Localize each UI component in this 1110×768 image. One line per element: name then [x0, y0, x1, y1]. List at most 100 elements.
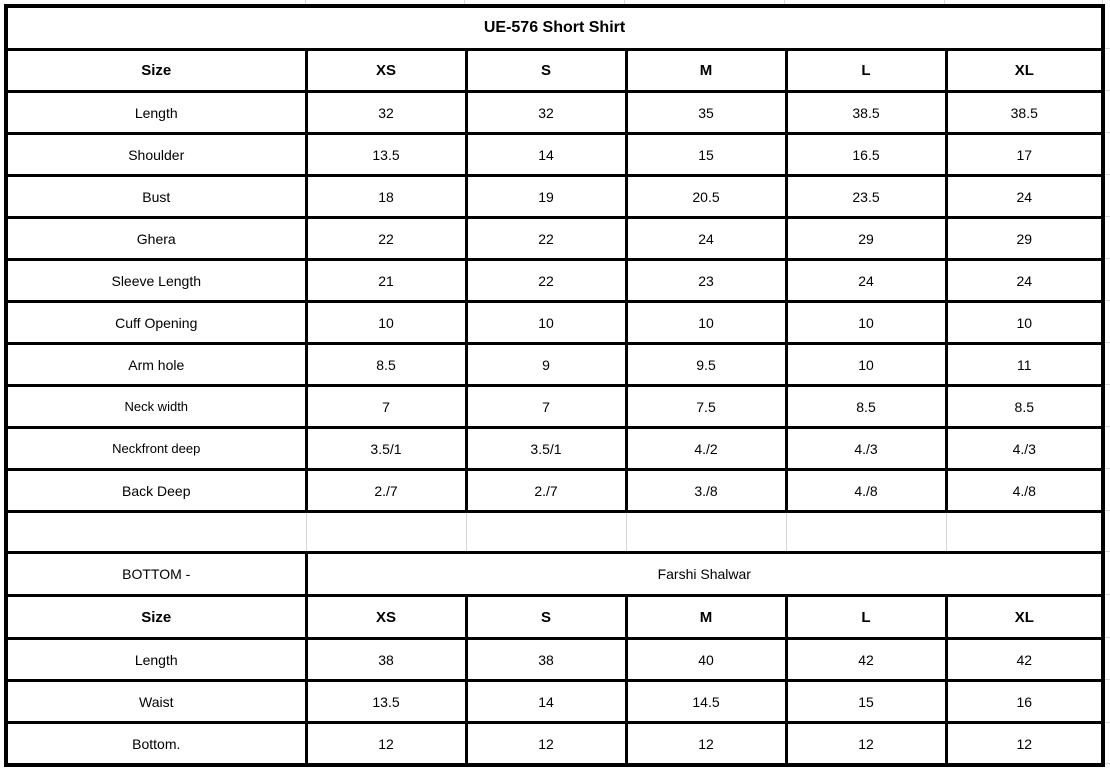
value-cell: 16: [944, 679, 1105, 724]
value-cell: 10: [624, 300, 788, 345]
table-row: UE-576 Short Shirt: [4, 4, 1105, 51]
value-cell: 40: [624, 637, 788, 682]
col-header-s: S: [464, 594, 628, 640]
value-cell: 32: [464, 90, 628, 135]
value-cell: 42: [784, 637, 948, 682]
value-cell: 22: [464, 216, 628, 261]
table-row: BOTTOM - Farshi Shalwar: [4, 551, 1105, 597]
col-header-xs: XS: [304, 48, 468, 93]
col-header-m: M: [624, 594, 788, 640]
value-cell: 10: [784, 342, 948, 387]
gap-cell: [465, 510, 627, 554]
value-cell: 7: [464, 384, 628, 429]
value-cell: 3.5/1: [464, 426, 628, 471]
middle-section: BOTTOM - Farshi Shalwar Size XS S M L XL: [4, 510, 1105, 640]
measurement-row: Ghera 22 22 24 29 29: [4, 216, 1105, 261]
value-cell: 10: [464, 300, 628, 345]
value-cell: 38: [304, 637, 468, 682]
value-cell: 16.5: [784, 132, 948, 177]
top-table-title: UE-576 Short Shirt: [4, 4, 1105, 51]
value-cell: 10: [944, 300, 1105, 345]
gap-cell: [625, 510, 787, 554]
value-cell: 38: [464, 637, 628, 682]
table-row: Size XS S M L XL: [4, 594, 1105, 640]
measurement-row: Arm hole 8.5 9 9.5 10 11: [4, 342, 1105, 387]
top-table-head: UE-576 Short Shirt Size XS S M L XL: [4, 4, 1105, 93]
row-label: Neckfront deep: [4, 426, 308, 471]
row-label: Ghera: [4, 216, 308, 261]
value-cell: 2./7: [304, 468, 468, 513]
value-cell: 23.5: [784, 174, 948, 219]
col-header-s: S: [464, 48, 628, 93]
row-label: Bottom.: [4, 721, 308, 767]
col-header-l: L: [784, 594, 948, 640]
value-cell: 35: [624, 90, 788, 135]
value-cell: 4./3: [784, 426, 948, 471]
value-cell: 15: [784, 679, 948, 724]
value-cell: 14: [464, 679, 628, 724]
value-cell: 9.5: [624, 342, 788, 387]
row-label: Arm hole: [4, 342, 308, 387]
value-cell: 4./3: [944, 426, 1105, 471]
value-cell: 29: [784, 216, 948, 261]
col-header-xl: XL: [944, 594, 1105, 640]
row-label: Length: [4, 90, 308, 135]
value-cell: 38.5: [784, 90, 948, 135]
value-cell: 11: [944, 342, 1105, 387]
value-cell: 12: [784, 721, 948, 767]
value-cell: 8.5: [304, 342, 468, 387]
value-cell: 32: [304, 90, 468, 135]
value-cell: 13.5: [304, 132, 468, 177]
col-header-xl: XL: [944, 48, 1105, 93]
value-cell: 7: [304, 384, 468, 429]
measurement-row: Shoulder 13.5 14 15 16.5 17: [4, 132, 1105, 177]
measurement-row: Cuff Opening 10 10 10 10 10: [4, 300, 1105, 345]
value-cell: 12: [304, 721, 468, 767]
row-label: Back Deep: [4, 468, 308, 513]
value-cell: 14: [464, 132, 628, 177]
value-cell: 10: [304, 300, 468, 345]
measurement-row: Back Deep 2./7 2./7 3./8 4./8 4./8: [4, 468, 1105, 513]
row-label: Bust: [4, 174, 308, 219]
value-cell: 23: [624, 258, 788, 303]
gap-cell: [785, 510, 947, 554]
value-cell: 12: [944, 721, 1105, 767]
value-cell: 9: [464, 342, 628, 387]
value-cell: 24: [944, 174, 1105, 219]
value-cell: 17: [944, 132, 1105, 177]
spacer-row: [5, 510, 1104, 554]
top-table-rows: Length 32 32 35 38.5 38.5 Shoulder 13.5 …: [4, 90, 1105, 513]
row-label: Waist: [4, 679, 308, 724]
measurement-row: Bust 18 19 20.5 23.5 24: [4, 174, 1105, 219]
gap-cell: [305, 510, 467, 554]
value-cell: 29: [944, 216, 1105, 261]
row-label: Shoulder: [4, 132, 308, 177]
measurement-row: Length 32 32 35 38.5 38.5: [4, 90, 1105, 135]
value-cell: 19: [464, 174, 628, 219]
value-cell: 22: [304, 216, 468, 261]
measurement-row: Length 38 38 40 42 42: [4, 637, 1105, 682]
size-column-header: Size: [4, 594, 308, 640]
measurement-row: Bottom. 12 12 12 12 12: [4, 721, 1105, 767]
table-row: Size XS S M L XL: [4, 48, 1105, 93]
value-cell: 8.5: [784, 384, 948, 429]
value-cell: 24: [784, 258, 948, 303]
bottom-section-label: BOTTOM -: [4, 551, 308, 597]
col-header-xs: XS: [304, 594, 468, 640]
value-cell: 7.5: [624, 384, 788, 429]
value-cell: 8.5: [944, 384, 1105, 429]
measurement-row: Neck width 7 7 7.5 8.5 8.5: [4, 384, 1105, 429]
measurement-row: Sleeve Length 21 22 23 24 24: [4, 258, 1105, 303]
col-header-m: M: [624, 48, 788, 93]
value-cell: 14.5: [624, 679, 788, 724]
value-cell: 24: [624, 216, 788, 261]
value-cell: 20.5: [624, 174, 788, 219]
value-cell: 12: [624, 721, 788, 767]
bottom-section-title: Farshi Shalwar: [304, 551, 1105, 597]
size-column-header: Size: [4, 48, 308, 93]
value-cell: 4./8: [944, 468, 1105, 513]
value-cell: 10: [784, 300, 948, 345]
gap-cell: [5, 510, 307, 554]
row-label: Length: [4, 637, 308, 682]
